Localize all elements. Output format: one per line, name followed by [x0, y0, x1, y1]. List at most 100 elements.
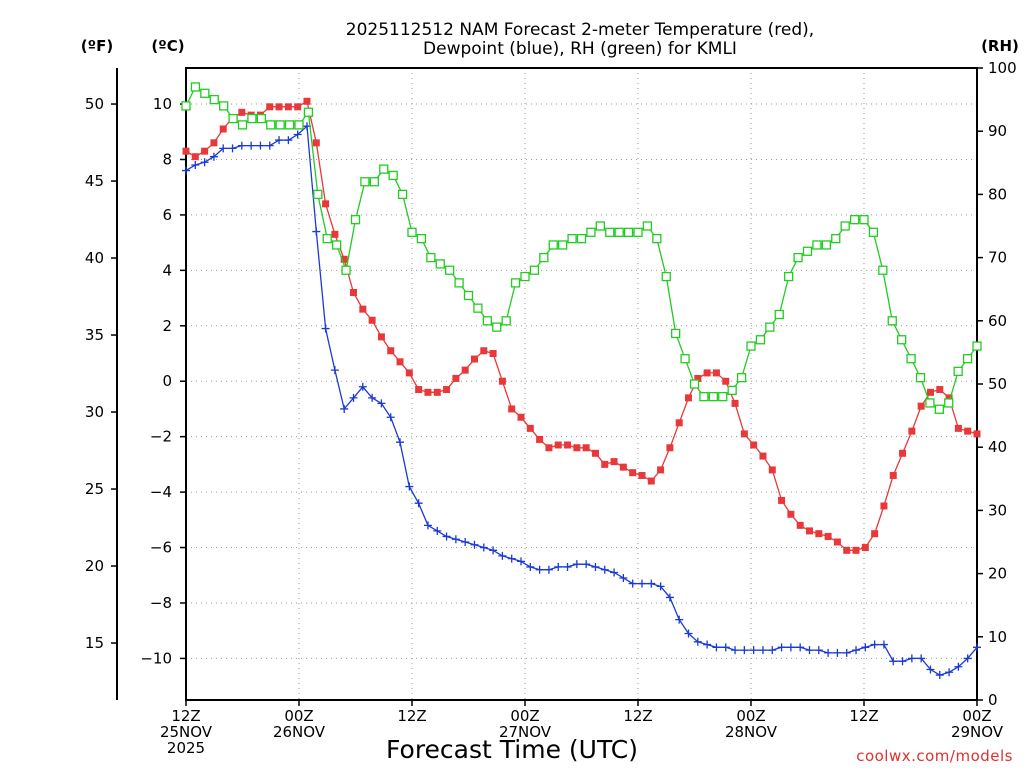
- dewpoint-point: [517, 557, 526, 566]
- temperature-point: [610, 458, 618, 466]
- rh-point: [680, 354, 690, 364]
- rh-tick-label: 10: [988, 628, 1007, 646]
- time-tick-label: 28NOV: [725, 723, 778, 741]
- rh-point: [303, 107, 314, 117]
- rh-point: [454, 278, 464, 288]
- rh-point: [445, 265, 455, 275]
- dewpoint-point: [796, 643, 805, 652]
- rh-point: [388, 170, 398, 181]
- temperature-point: [750, 441, 758, 449]
- dewpoint-point: [637, 579, 646, 588]
- dewpoint-point: [256, 141, 265, 150]
- dewpoint-point: [935, 671, 944, 680]
- dewpoint-point: [675, 615, 684, 624]
- rh-point: [473, 303, 483, 313]
- x-axis-title: Forecast Time (UTC): [386, 735, 638, 764]
- fahrenheit-tick-label: 20: [85, 557, 104, 575]
- dewpoint-point: [470, 540, 479, 549]
- rh-point: [915, 373, 926, 383]
- temperature-point: [852, 546, 860, 554]
- temperature-point: [387, 347, 395, 355]
- rh-point: [878, 265, 888, 275]
- dewpoint-point: [619, 574, 628, 583]
- temperature-point: [294, 103, 302, 111]
- rh-point: [774, 309, 784, 320]
- rh-tick-label: 80: [988, 185, 1007, 203]
- rh-tick-label: 100: [988, 59, 1017, 77]
- dewpoint-point: [684, 629, 693, 638]
- temperature-point: [368, 316, 376, 324]
- rh-point: [529, 265, 540, 275]
- temperature-point: [945, 394, 953, 402]
- dewpoint-point: [600, 565, 609, 574]
- rh-tick-label: 40: [988, 438, 1007, 456]
- temperature-point: [219, 125, 227, 133]
- dewpoint-point: [312, 227, 321, 236]
- dewpoint-point: [237, 141, 246, 150]
- temperature-point: [331, 230, 339, 238]
- dewpoint-point: [665, 593, 674, 602]
- dewpoint-point: [489, 546, 498, 555]
- rh-point: [520, 271, 530, 282]
- temperature-point: [415, 386, 423, 394]
- dewpoint-point: [814, 646, 823, 655]
- temperature-point: [936, 386, 944, 394]
- rh-point: [510, 278, 521, 288]
- temperature-point: [564, 441, 572, 449]
- temperature-point: [433, 388, 441, 396]
- dewpoint-point: [228, 144, 237, 153]
- celsius-tick-label: 6: [162, 206, 172, 224]
- rh-point: [595, 221, 605, 231]
- time-tick-label: 27NOV: [499, 723, 552, 741]
- dewpoint-point: [628, 579, 637, 588]
- dewpoint-point: [554, 562, 563, 571]
- temperature-point: [694, 374, 702, 382]
- chart-title-line1: 2025112512 NAM Forecast 2-meter Temperat…: [346, 20, 814, 40]
- temperature-point: [964, 427, 972, 435]
- temperature-point: [210, 139, 218, 147]
- temperature-point: [340, 255, 348, 263]
- temperature-point: [638, 471, 646, 479]
- rh-point: [275, 120, 285, 130]
- temperature-point: [778, 496, 786, 504]
- dewpoint-point: [768, 646, 777, 655]
- rh-point: [972, 341, 982, 351]
- rh-tick-label: 60: [988, 312, 1007, 330]
- dewpoint-point: [731, 646, 740, 655]
- fahrenheit-tick-label: 40: [85, 249, 104, 267]
- dewpoint-point: [209, 152, 218, 161]
- temperature-point: [201, 147, 209, 155]
- rh-point: [671, 328, 681, 339]
- rh-point: [718, 391, 728, 402]
- temperature-point: [740, 430, 748, 438]
- dewpoint-point: [284, 136, 293, 145]
- dewpoint-point: [786, 643, 795, 652]
- time-tick-label: 12Z: [623, 707, 652, 725]
- rh-point: [962, 354, 973, 364]
- temperature-point: [312, 139, 320, 147]
- rh-point: [576, 233, 587, 244]
- temperature-point: [526, 424, 534, 432]
- dewpoint-point: [805, 646, 814, 655]
- rh-point: [209, 94, 219, 105]
- temperature-point: [926, 388, 934, 396]
- temperature-point: [545, 444, 553, 452]
- rh-point: [868, 227, 879, 237]
- dewpoint-point: [879, 640, 888, 649]
- dewpoint-point: [330, 366, 339, 375]
- celsius-tick-label: −4: [150, 483, 172, 501]
- temperature-point: [350, 289, 358, 297]
- temperature-point: [703, 369, 711, 377]
- rh-tick-label: 90: [988, 122, 1007, 140]
- temperature-point: [675, 419, 683, 427]
- temperature-point: [452, 374, 460, 382]
- temperature-point: [182, 147, 190, 155]
- temperature-point: [954, 424, 962, 432]
- rh-series-line: [185, 86, 978, 411]
- dewpoint-point: [358, 382, 367, 391]
- temperature-point: [619, 463, 627, 471]
- temperature-point: [405, 369, 413, 377]
- rh-point: [237, 120, 248, 130]
- rh-point: [350, 215, 361, 225]
- dewpoint-point: [349, 393, 358, 402]
